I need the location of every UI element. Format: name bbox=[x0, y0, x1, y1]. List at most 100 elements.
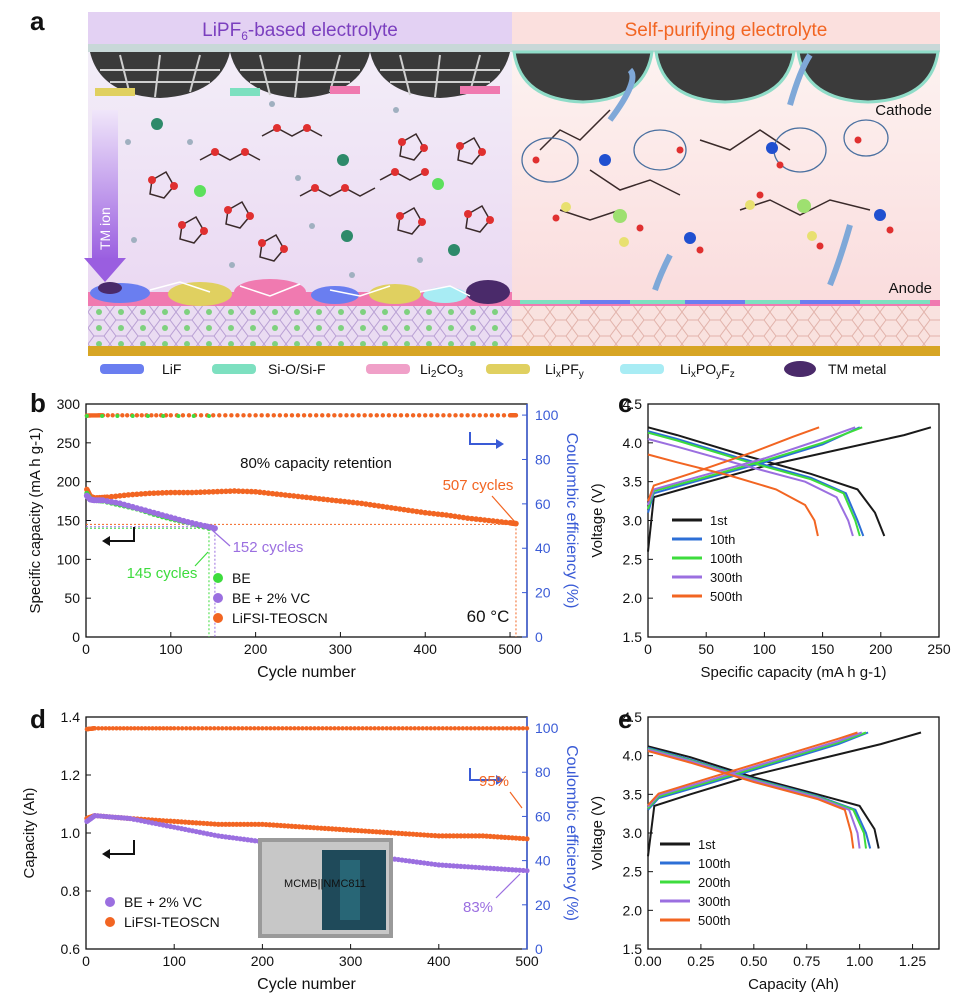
y-tick-label: 50 bbox=[64, 590, 80, 606]
ce-point bbox=[253, 413, 258, 418]
panel-d-letter: d bbox=[30, 704, 46, 734]
ce-point bbox=[139, 726, 144, 731]
discharge-curve bbox=[647, 426, 886, 537]
capacity-point-liFSI bbox=[296, 824, 302, 830]
ce-point bbox=[164, 726, 170, 731]
ce-point bbox=[340, 726, 345, 731]
capacity-point-liFSI bbox=[320, 496, 327, 503]
discharge-curve bbox=[647, 431, 861, 537]
ce-point bbox=[168, 726, 173, 731]
capacity-point-liFSI bbox=[178, 819, 185, 825]
capacity-point-be-vc bbox=[495, 866, 501, 872]
capacity-point-liFSI bbox=[274, 822, 280, 828]
ce-point bbox=[336, 726, 341, 731]
annotation-arrow-507 bbox=[491, 495, 516, 523]
capacity-point-be-vc bbox=[480, 865, 486, 871]
ce-point bbox=[440, 726, 446, 731]
legend-label-li2co3: Li2CO3 bbox=[420, 361, 463, 380]
capacity-point-liFSI bbox=[355, 827, 361, 834]
x-tick-label: 100 bbox=[159, 641, 183, 657]
ce-point bbox=[92, 726, 98, 731]
charge-curve bbox=[647, 426, 856, 506]
x-tick-label: 300 bbox=[339, 953, 363, 969]
annotation-arrow-95 bbox=[509, 791, 523, 809]
ce-point bbox=[154, 413, 159, 418]
ce-point bbox=[460, 726, 466, 731]
capacity-point-liFSI bbox=[219, 821, 225, 827]
ce-point bbox=[204, 726, 209, 731]
capacity-point-liFSI bbox=[447, 512, 454, 519]
ce-point bbox=[300, 726, 305, 731]
legend-marker bbox=[213, 593, 223, 603]
capacity-point-liFSI bbox=[417, 832, 424, 838]
annotation-arrow-152 bbox=[211, 529, 231, 547]
ce-point bbox=[464, 726, 470, 731]
capacity-point-liFSI bbox=[388, 504, 395, 511]
ce-point bbox=[229, 413, 234, 418]
y-tick-label: 150 bbox=[57, 513, 81, 529]
x-tick-label: 0.75 bbox=[793, 953, 820, 969]
capacity-point-liFSI bbox=[410, 831, 416, 837]
ce-point bbox=[196, 726, 201, 731]
ce-point bbox=[224, 726, 229, 731]
ce-point bbox=[248, 726, 253, 731]
capacity-point-liFSI bbox=[223, 488, 229, 495]
capacity-point-liFSI bbox=[237, 821, 243, 827]
capacity-axis-arrow bbox=[110, 840, 135, 855]
ce-point bbox=[410, 413, 416, 418]
capacity-point-liFSI bbox=[483, 833, 490, 839]
left-molecules bbox=[149, 127, 491, 262]
right-y-tick-label: 100 bbox=[535, 720, 559, 736]
capacity-point-liFSI bbox=[476, 833, 482, 839]
x-axis-label: Cycle number bbox=[257, 664, 356, 681]
ce-point bbox=[150, 726, 155, 731]
capacity-point-be-vc bbox=[502, 866, 508, 872]
y-tick-label: 2.5 bbox=[623, 864, 643, 880]
x-tick-label: 500 bbox=[515, 953, 539, 969]
ce-point bbox=[508, 726, 514, 731]
ce-point bbox=[304, 726, 309, 731]
capacity-point-liFSI bbox=[422, 509, 429, 516]
ce-point-be bbox=[161, 413, 166, 418]
ce-point bbox=[360, 726, 365, 731]
capacity-point-liFSI bbox=[231, 488, 238, 494]
right-cathode-particles bbox=[512, 50, 940, 104]
capacity-point-liFSI bbox=[375, 503, 382, 509]
ce-point bbox=[124, 413, 130, 418]
ce-point bbox=[404, 413, 410, 418]
capacity-point-liFSI bbox=[269, 490, 276, 497]
left-anode-graphite bbox=[88, 306, 512, 346]
legend-label: 10th bbox=[710, 532, 735, 547]
capacity-point-liFSI bbox=[432, 833, 438, 839]
ce-point bbox=[216, 726, 221, 731]
ce-point bbox=[420, 726, 425, 731]
legend-swatch-sio bbox=[212, 364, 256, 374]
ce-point bbox=[392, 726, 397, 731]
ce-point bbox=[392, 413, 398, 418]
ce-point bbox=[344, 726, 349, 731]
ce-point bbox=[416, 413, 422, 418]
right-y-tick-label: 0 bbox=[535, 941, 543, 957]
right-header-title: Self-purifying electrolyte bbox=[625, 20, 828, 41]
capacity-point-liFSI bbox=[197, 820, 203, 826]
capacity-point-be-vc bbox=[469, 864, 475, 870]
ce-point bbox=[429, 413, 434, 418]
legend-label: BE bbox=[232, 570, 251, 586]
ce-point bbox=[476, 726, 482, 731]
capacity-point-liFSI bbox=[373, 829, 379, 835]
capacity-point-liFSI bbox=[399, 830, 405, 837]
charge-curve bbox=[647, 426, 820, 502]
y-tick-label: 1.5 bbox=[623, 941, 643, 957]
ce-point bbox=[452, 726, 458, 731]
x-tick-label: 500 bbox=[498, 641, 522, 657]
ce-point bbox=[280, 726, 285, 731]
ce-point bbox=[512, 726, 518, 731]
x-tick-label: 1.25 bbox=[899, 953, 926, 969]
ce-point bbox=[396, 726, 401, 731]
panel-b: 0 100 200 300 400 500 0 50 100 150 200 250 300 0 20 40 6… bbox=[27, 396, 580, 681]
legend-swatch-tm-metal bbox=[784, 361, 816, 377]
capacity-point-liFSI bbox=[312, 495, 318, 502]
ce-point bbox=[277, 413, 283, 418]
legend-label-tm-metal: TM metal bbox=[828, 361, 886, 377]
capacity-point-liFSI bbox=[395, 830, 401, 836]
